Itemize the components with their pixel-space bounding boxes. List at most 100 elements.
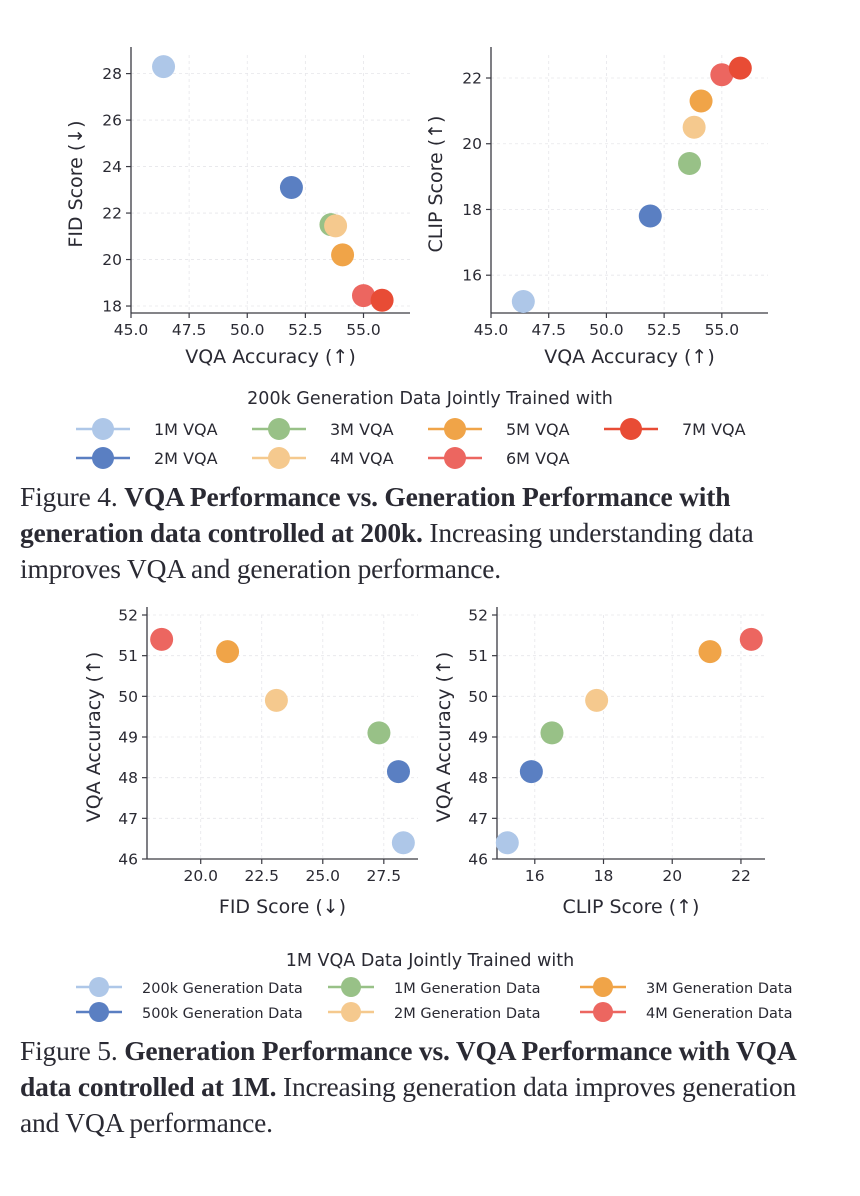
y-tick-label: 24 xyxy=(102,158,122,176)
legend-item: 200k Generation Data xyxy=(76,977,303,997)
data-point-6m-vqa xyxy=(352,284,375,308)
legend-label: 1M VQA xyxy=(154,420,218,439)
data-point-7m-vqa xyxy=(728,56,752,80)
legend-label: 1M Generation Data xyxy=(394,981,540,997)
data-point-5m-vqa xyxy=(689,89,713,113)
data-point-1m-vqa xyxy=(511,289,535,313)
y-tick-label: 49 xyxy=(468,729,488,747)
legend-label: 5M VQA xyxy=(506,420,570,439)
legend-label: 4M VQA xyxy=(330,449,394,468)
figure5-caption-text: Increasing generation data improves gene… xyxy=(20,1071,797,1138)
legend-dot-marker xyxy=(593,977,613,997)
x-tick-label: 16 xyxy=(525,867,545,885)
legend-dot-marker xyxy=(89,977,109,997)
x-tick-label: 27.5 xyxy=(367,867,402,885)
x-tick-label: 55.0 xyxy=(705,321,740,339)
legend-item: 4M Generation Data xyxy=(580,1002,792,1022)
y-tick-label: 47 xyxy=(468,810,488,828)
legend-dot-marker xyxy=(89,1002,109,1022)
legend-item: 2M Generation Data xyxy=(328,1002,540,1022)
chart-fig5-left: 20.0 22.5 25.0 27.5 46 47 48 49 50 51 52 FID Score … xyxy=(83,607,418,918)
y-tick-label: 48 xyxy=(118,769,138,787)
x-axis-label: VQA Accuracy (↑) xyxy=(544,346,715,368)
data-point-5m-vqa xyxy=(331,243,355,267)
fig4-legend: 1M VQA 2M VQA 3M VQA 4M VQA 5M VQA 6M VQA 7M V… xyxy=(76,418,746,469)
y-tick-label: 46 xyxy=(468,851,488,869)
legend-item: 7M VQA xyxy=(604,418,746,440)
y-tick-label: 22 xyxy=(462,70,482,88)
x-tick-label: 47.5 xyxy=(172,321,207,339)
y-axis-label: VQA Accuracy (↑) xyxy=(433,652,455,823)
figure5-caption: Figure 5. Generation Performance vs. VQA… xyxy=(20,1033,835,1141)
legend-label: 3M VQA xyxy=(330,420,394,439)
data-point-3m-generation-data xyxy=(698,640,722,664)
x-tick-label: 52.5 xyxy=(288,321,323,339)
data-point-2m-generation-data xyxy=(585,688,609,712)
y-tick-label: 46 xyxy=(118,851,138,869)
data-point-3m-vqa xyxy=(678,151,702,175)
y-tick-label: 20 xyxy=(462,135,482,153)
y-tick-label: 26 xyxy=(102,112,122,130)
x-tick-label: 22 xyxy=(731,867,751,885)
y-tick-label: 50 xyxy=(468,688,488,706)
x-tick-label: 20 xyxy=(662,867,682,885)
legend-item: 1M Generation Data xyxy=(328,977,540,997)
data-point-1m-generation-data xyxy=(367,721,391,745)
data-point-200k-generation-data xyxy=(391,831,415,855)
x-axis-label: CLIP Score (↑) xyxy=(563,896,700,918)
legend-item: 5M VQA xyxy=(428,418,570,440)
y-tick-label: 51 xyxy=(118,647,138,665)
y-axis-label: FID Score (↓) xyxy=(65,120,87,247)
y-axis-label: VQA Accuracy (↑) xyxy=(83,652,105,823)
data-point-1m-generation-data xyxy=(540,721,564,745)
figure5-caption-label: Figure 5. xyxy=(20,1035,118,1066)
fig5-legend: 200k Generation Data 500k Generation Data… xyxy=(76,977,792,1022)
legend-title-fig4: 200k Generation Data Jointly Trained wit… xyxy=(247,389,613,409)
x-tick-label: 50.0 xyxy=(589,321,624,339)
figure4-caption-bold: VQA Performance vs. Generation Performan… xyxy=(20,481,731,548)
y-tick-label: 16 xyxy=(462,267,482,285)
y-tick-label: 20 xyxy=(102,251,122,269)
y-axis-label: CLIP Score (↑) xyxy=(425,116,447,253)
y-tick-label: 18 xyxy=(462,201,482,219)
data-point-500k-generation-data xyxy=(519,760,543,784)
x-tick-label: 25.0 xyxy=(306,867,341,885)
legend-dot-marker xyxy=(92,418,114,440)
data-point-4m-generation-data xyxy=(739,627,763,651)
data-point-500k-generation-data xyxy=(386,760,410,784)
x-axis-label: VQA Accuracy (↑) xyxy=(185,346,356,368)
legend-label: 3M Generation Data xyxy=(646,981,792,997)
figure4-caption-text: Increasing understanding data improves V… xyxy=(20,517,754,584)
data-point-2m-generation-data xyxy=(264,688,288,712)
legend-item: 3M VQA xyxy=(252,418,394,440)
x-tick-label: 45.0 xyxy=(474,321,509,339)
x-tick-label: 20.0 xyxy=(183,867,218,885)
legend-label: 6M VQA xyxy=(506,449,570,468)
data-point-200k-generation-data xyxy=(495,831,519,855)
y-tick-label: 52 xyxy=(118,607,138,625)
legend-item: 2M VQA xyxy=(76,447,218,469)
legend-label: 7M VQA xyxy=(682,420,746,439)
legend-dot-marker xyxy=(92,447,114,469)
x-tick-label: 52.5 xyxy=(647,321,682,339)
figure4-caption: Figure 4. VQA Performance vs. Generation… xyxy=(20,479,835,587)
legend-item: 500k Generation Data xyxy=(76,1002,303,1022)
y-tick-label: 47 xyxy=(118,810,138,828)
legend-dot-marker xyxy=(593,1002,613,1022)
legend-dot-marker xyxy=(268,418,290,440)
data-point-2m-vqa xyxy=(279,175,303,199)
x-tick-label: 55.0 xyxy=(346,321,381,339)
chart-fig4-right: 45.0 47.5 50.0 52.5 55.0 16 18 20 22 VQA Accuracy… xyxy=(425,47,768,368)
legend-label: 4M Generation Data xyxy=(646,1006,792,1022)
legend-label: 500k Generation Data xyxy=(142,1006,303,1022)
data-point-6m-vqa xyxy=(710,63,734,87)
legend-label: 200k Generation Data xyxy=(142,981,303,997)
legend-item: 4M VQA xyxy=(252,447,394,469)
x-tick-label: 22.5 xyxy=(244,867,279,885)
chart-fig5-right: 16 18 20 22 46 47 48 49 50 51 52 CLIP Score (↑) VQA … xyxy=(433,607,765,918)
legend-item: 1M VQA xyxy=(76,418,218,440)
x-tick-label: 47.5 xyxy=(531,321,566,339)
legend-dot-marker xyxy=(341,1002,361,1022)
chart-fig4-left: 45.0 47.5 50.0 52.5 55.0 18 20 22 24 26 28 VQA Accu… xyxy=(65,47,410,368)
